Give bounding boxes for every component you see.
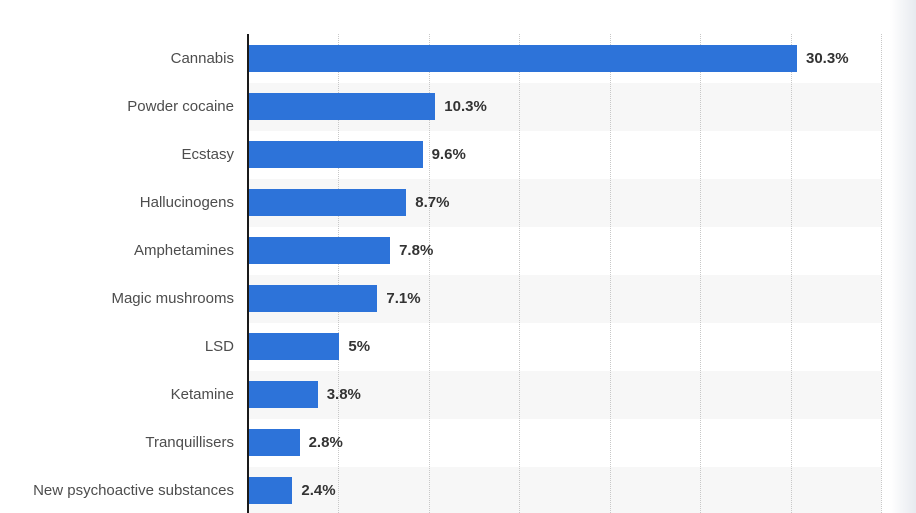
bar[interactable] [249,477,293,504]
row-band [248,467,881,513]
category-label: Hallucinogens [139,194,234,211]
category-label: Amphetamines [133,242,234,259]
bar[interactable] [249,45,797,72]
chart-row: Cannabis 30.3% [0,35,916,83]
value-label: 3.8% [326,386,361,403]
value-label: 30.3% [806,50,849,67]
bar[interactable] [249,237,391,264]
chart-row: Amphetamines 7.8% [0,227,916,275]
bar[interactable] [249,285,378,312]
bar[interactable] [249,141,423,168]
gridline [700,34,702,513]
gridline [609,34,611,513]
chart-row: Ketamine 3.8% [0,371,916,419]
value-label: 2.4% [301,482,336,499]
category-label: Cannabis [170,50,234,67]
y-axis-line [247,34,249,513]
gridline [519,34,521,513]
category-label: Tranquillisers [145,434,234,451]
gridline [338,34,340,513]
value-label: 9.6% [431,146,466,163]
category-label: Ecstasy [181,146,234,163]
value-label: 5% [348,338,371,355]
value-label: 7.8% [399,242,434,259]
gridline [790,34,792,513]
bar[interactable] [249,381,318,408]
chart-row: Ecstasy 9.6% [0,131,916,179]
value-label: 2.8% [308,434,343,451]
value-label: 8.7% [415,194,450,211]
row-band [248,371,881,419]
chart-rows: Cannabis 30.3% Powder cocaine 10.3% Ecst… [0,35,916,513]
category-label: Powder cocaine [127,98,234,115]
bar[interactable] [249,333,340,360]
bar[interactable] [249,93,436,120]
value-label: 7.1% [386,290,421,307]
category-label: Magic mushrooms [111,290,234,307]
gridline [881,34,882,513]
chart-row: LSD 5% [0,323,916,371]
category-label: Ketamine [170,386,234,403]
chart-row: Magic mushrooms 7.1% [0,275,916,323]
chart-row: New psychoactive substances 2.4% [0,467,916,513]
bar[interactable] [249,429,300,456]
chart-row: Tranquillisers 2.8% [0,419,916,467]
gridline [428,34,430,513]
value-label: 10.3% [444,98,487,115]
bar[interactable] [249,189,407,216]
chart-row: Powder cocaine 10.3% [0,83,916,131]
chart-row: Hallucinogens 8.7% [0,179,916,227]
category-label: LSD [204,338,234,355]
category-label: New psychoactive substances [33,482,234,499]
